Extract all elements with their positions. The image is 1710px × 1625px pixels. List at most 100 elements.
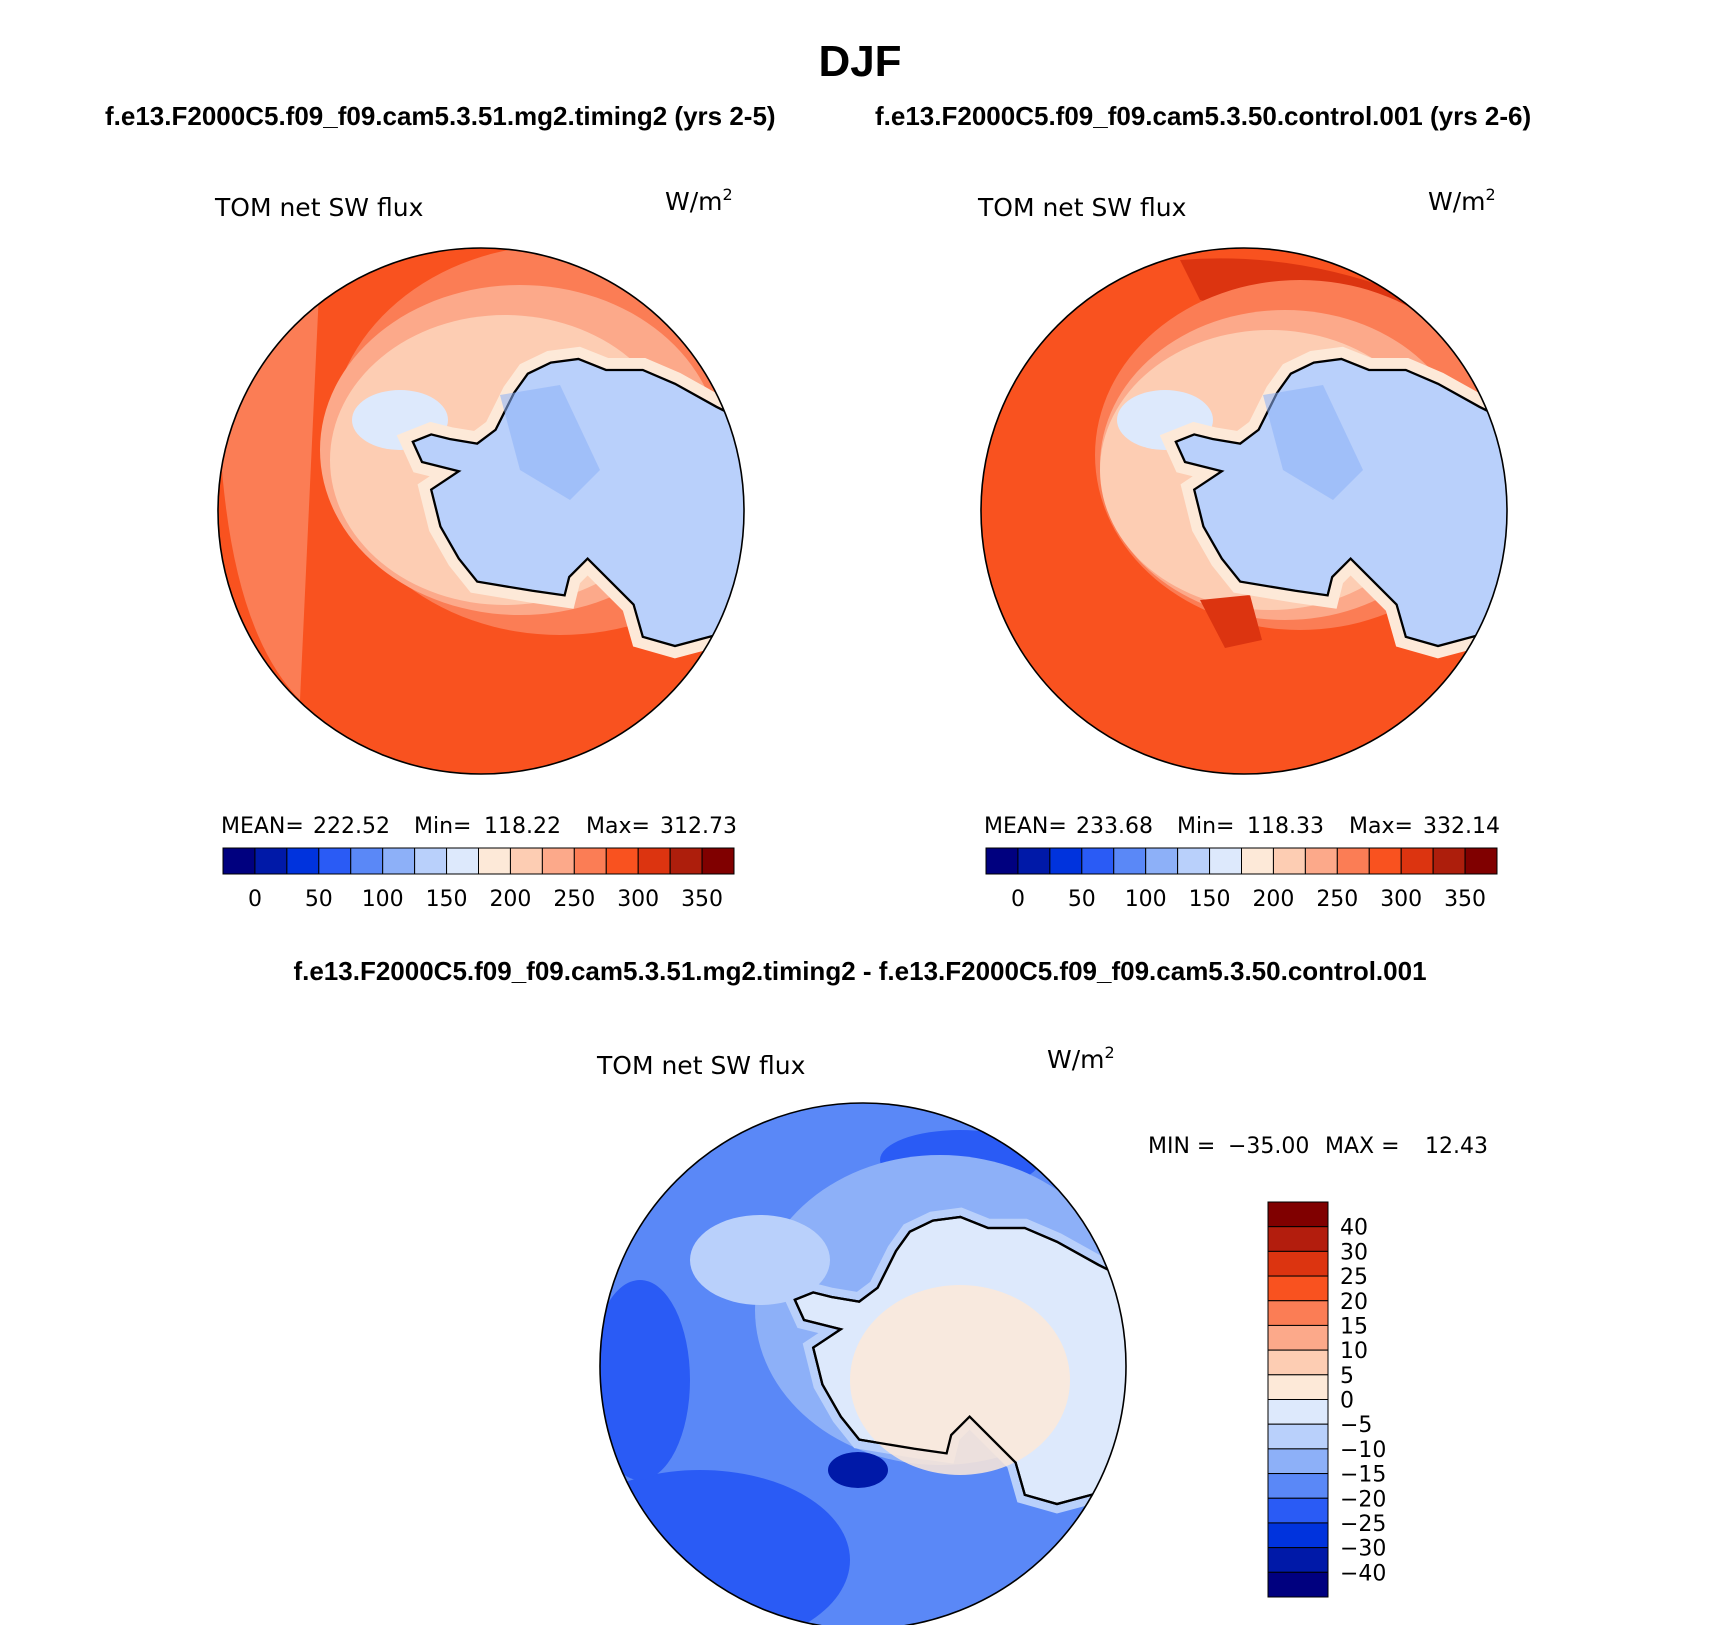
- right-colorbar-swatch: [1304, 847, 1338, 875]
- right-min-label: Min=: [1177, 814, 1234, 839]
- left-min-label: Min=: [414, 814, 471, 839]
- diff-map-field: [600, 1103, 1126, 1625]
- right-colorbar-tick: 50: [1068, 887, 1096, 912]
- left-colorbar-swatch: [605, 847, 639, 875]
- diff-colorbar-swatch: [1267, 1201, 1329, 1228]
- diff-panel-title: TOM net SW flux: [596, 1051, 805, 1080]
- left-mean-label: MEAN=: [221, 814, 304, 839]
- left-colorbar-tick: 150: [426, 887, 468, 912]
- right-colorbar-tick: 350: [1444, 887, 1486, 912]
- diff-colorbar-swatch: [1267, 1349, 1329, 1376]
- right-mean-value: 233.68: [1076, 814, 1153, 839]
- diff-colorbar-tick: −30: [1340, 1537, 1386, 1562]
- diff-colorbar-swatch: [1267, 1547, 1329, 1573]
- difference-title: f.e13.F2000C5.f09_f09.cam5.3.51.mg2.timi…: [293, 956, 1426, 986]
- diff-colorbar-tick: 5: [1340, 1364, 1354, 1389]
- right-colorbar-swatch: [1432, 847, 1466, 875]
- right-map-field: [981, 248, 1507, 774]
- left-colorbar-tick: 250: [553, 887, 595, 912]
- right-min-value: 118.33: [1247, 814, 1324, 839]
- left-max-value: 312.73: [660, 814, 737, 839]
- right-panel-units: W/m2: [1428, 185, 1496, 216]
- diff-colorbar-tick: 0: [1340, 1389, 1354, 1414]
- right-colorbar-swatch: [1113, 847, 1147, 875]
- diff-colorbar-tick: −20: [1340, 1487, 1386, 1512]
- diff-colorbar-swatch: [1267, 1423, 1329, 1450]
- left-map-field: [218, 248, 744, 774]
- left-colorbar-swatch: [286, 847, 320, 875]
- right-colorbar-tick: 100: [1125, 887, 1167, 912]
- left-colorbar-tick: 300: [617, 887, 659, 912]
- diff-colorbar-swatch: [1267, 1324, 1329, 1351]
- left-colorbar-swatch: [669, 847, 703, 875]
- right-panel-title: TOM net SW flux: [977, 193, 1186, 222]
- right-colorbar-tick: 150: [1189, 887, 1231, 912]
- left-colorbar-tick: 100: [362, 887, 404, 912]
- left-colorbar-swatch: [573, 847, 607, 875]
- right-case-subtitle: f.e13.F2000C5.f09_f09.cam5.3.50.control.…: [875, 101, 1531, 131]
- left-colorbar-swatch: [414, 847, 448, 875]
- diff-colorbar-swatch: [1267, 1473, 1329, 1499]
- left-colorbar-tick: 0: [248, 887, 262, 912]
- left-colorbar: 0 50 100 150 200 250 300 350: [222, 847, 735, 912]
- diff-colorbar-swatch: [1267, 1374, 1329, 1400]
- right-colorbar-swatch: [1049, 847, 1083, 875]
- left-colorbar-swatch: [254, 847, 288, 875]
- right-colorbar-swatch: [1081, 847, 1115, 875]
- left-panel-units: W/m2: [665, 185, 733, 216]
- left-min-value: 118.22: [484, 814, 561, 839]
- left-colorbar-swatch: [637, 847, 671, 875]
- left-colorbar-swatch: [382, 847, 416, 875]
- left-colorbar-swatch: [541, 847, 575, 875]
- right-colorbar-swatch: [1336, 847, 1370, 875]
- diff-colorbar-swatch: [1267, 1522, 1329, 1549]
- right-colorbar-swatch: [1177, 847, 1211, 875]
- right-colorbar-swatch: [1272, 847, 1306, 875]
- diff-colorbar-swatch: [1267, 1250, 1329, 1277]
- diff-colorbar-tick: 15: [1340, 1314, 1368, 1339]
- diff-min-value: −35.00: [1228, 1134, 1309, 1159]
- diff-colorbar-swatch: [1267, 1571, 1329, 1598]
- left-map-panel: TOM net SW flux W/m2 MEAN= 222.52 Min= 1…: [214, 185, 745, 912]
- left-colorbar-swatch: [701, 847, 735, 875]
- right-colorbar-tick: 200: [1252, 887, 1294, 912]
- left-max-label: Max=: [586, 814, 650, 839]
- diff-colorbar-tick: −40: [1340, 1561, 1386, 1586]
- right-max-value: 332.14: [1423, 814, 1500, 839]
- diff-panel-units: W/m2: [1047, 1043, 1115, 1074]
- diff-max-label: MAX =: [1325, 1134, 1400, 1159]
- right-mean-label: MEAN=: [984, 814, 1067, 839]
- right-colorbar-swatch: [1464, 847, 1498, 875]
- right-map-panel: TOM net SW flux W/m2 MEAN= 233.68 Min= 1…: [977, 185, 1508, 912]
- diff-colorbar-tick: 10: [1340, 1339, 1368, 1364]
- diff-colorbar-tick: 20: [1340, 1290, 1368, 1315]
- right-colorbar-swatch: [1017, 847, 1051, 875]
- left-colorbar-swatch: [446, 847, 479, 875]
- right-colorbar-tick: 0: [1011, 887, 1025, 912]
- right-colorbar-swatch: [1241, 847, 1274, 875]
- left-colorbar-swatch: [478, 847, 511, 875]
- right-colorbar-swatch: [985, 847, 1019, 875]
- diff-colorbar-tick: 30: [1340, 1240, 1368, 1265]
- right-colorbar-swatch: [1400, 847, 1434, 875]
- right-colorbar-tick: 250: [1316, 887, 1358, 912]
- right-colorbar-swatch: [1209, 847, 1242, 875]
- diff-min-label: MIN =: [1148, 1134, 1215, 1159]
- figure-title: DJF: [818, 37, 901, 86]
- left-mean-value: 222.52: [313, 814, 390, 839]
- diff-colorbar-swatch: [1267, 1399, 1329, 1425]
- left-colorbar-swatch: [318, 847, 352, 875]
- diff-colorbar-swatch: [1267, 1300, 1329, 1326]
- left-colorbar-swatch: [350, 847, 384, 875]
- right-colorbar-swatch: [1368, 847, 1402, 875]
- diff-colorbar-swatch: [1267, 1275, 1329, 1302]
- diff-colorbar-tick: −15: [1340, 1463, 1386, 1488]
- diff-colorbar-swatch: [1267, 1226, 1329, 1252]
- diff-colorbar-tick: −10: [1340, 1438, 1386, 1463]
- difference-map-panel: TOM net SW flux W/m2 MIN = −35.00 MAX = …: [596, 1043, 1488, 1625]
- left-colorbar-tick: 50: [305, 887, 333, 912]
- right-colorbar-tick: 300: [1380, 887, 1422, 912]
- diff-colorbar-tick: 40: [1340, 1216, 1368, 1241]
